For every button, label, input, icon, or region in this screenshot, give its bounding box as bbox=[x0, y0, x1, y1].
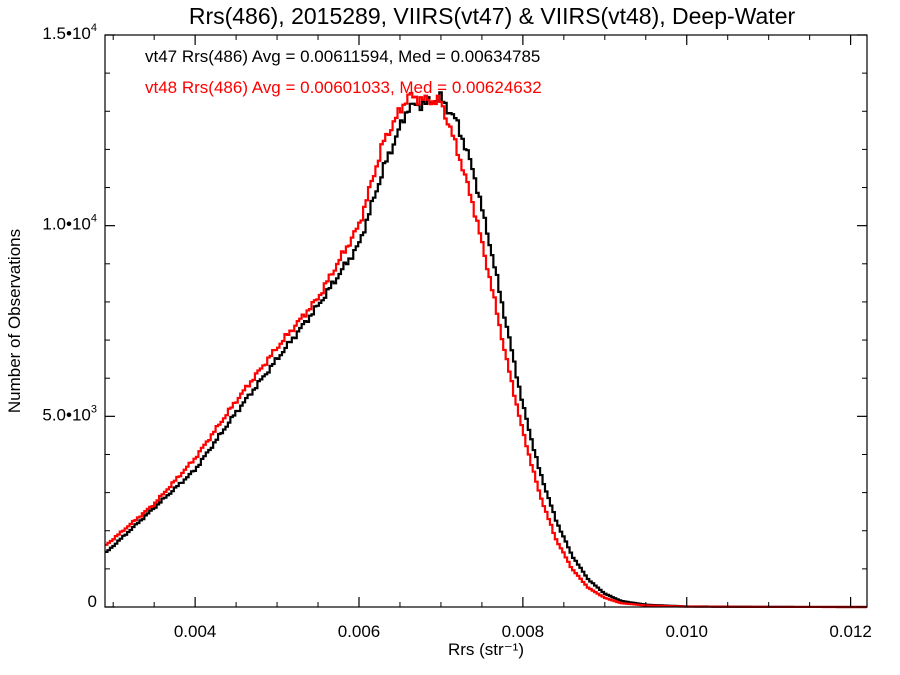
stat-line-vt47: vt47 Rrs(486) Avg = 0.00611594, Med = 0.… bbox=[145, 47, 540, 66]
x-tick-label: 0.006 bbox=[338, 622, 381, 641]
y-tick-mantissa: 1.5•10 bbox=[42, 24, 91, 43]
plot-frame bbox=[104, 34, 868, 608]
series-layer bbox=[105, 91, 867, 609]
y-tick-exponent: 4 bbox=[91, 213, 97, 225]
y-tick-label: 0 bbox=[88, 592, 97, 611]
y-tick-mantissa: 0 bbox=[88, 592, 97, 611]
chart-title: Rrs(486), 2015289, VIIRS(vt47) & VIIRS(v… bbox=[189, 3, 796, 29]
y-tick-exponent: 4 bbox=[91, 22, 97, 34]
stat-line-vt48: vt48 Rrs(486) Avg = 0.00601033, Med = 0.… bbox=[145, 78, 542, 97]
y-tick-mantissa: 1.0•10 bbox=[42, 215, 91, 234]
x-tick-label: 0.010 bbox=[665, 622, 708, 641]
series-line-vt48 bbox=[105, 91, 867, 609]
y-tick-exponent: 3 bbox=[91, 403, 97, 415]
series-line-vt47 bbox=[105, 91, 867, 609]
y-tick-mantissa: 5.0•10 bbox=[42, 405, 91, 424]
x-tick-label: 0.004 bbox=[174, 622, 217, 641]
y-tick-label: 1.0•104 bbox=[42, 213, 97, 234]
x-tick-label: 0.008 bbox=[502, 622, 545, 641]
y-axis-label: Number of Observations bbox=[5, 229, 24, 413]
y-tick-label: 1.5•104 bbox=[42, 22, 97, 43]
x-axis-label: Rrs (str⁻¹) bbox=[448, 640, 524, 659]
y-tick-label: 5.0•103 bbox=[42, 403, 97, 424]
ticks-layer: 0.004 0.006 0.008 0.010 0.01205.0•1031.0•104… bbox=[42, 22, 872, 641]
x-tick-label: 0.012 bbox=[829, 622, 872, 641]
